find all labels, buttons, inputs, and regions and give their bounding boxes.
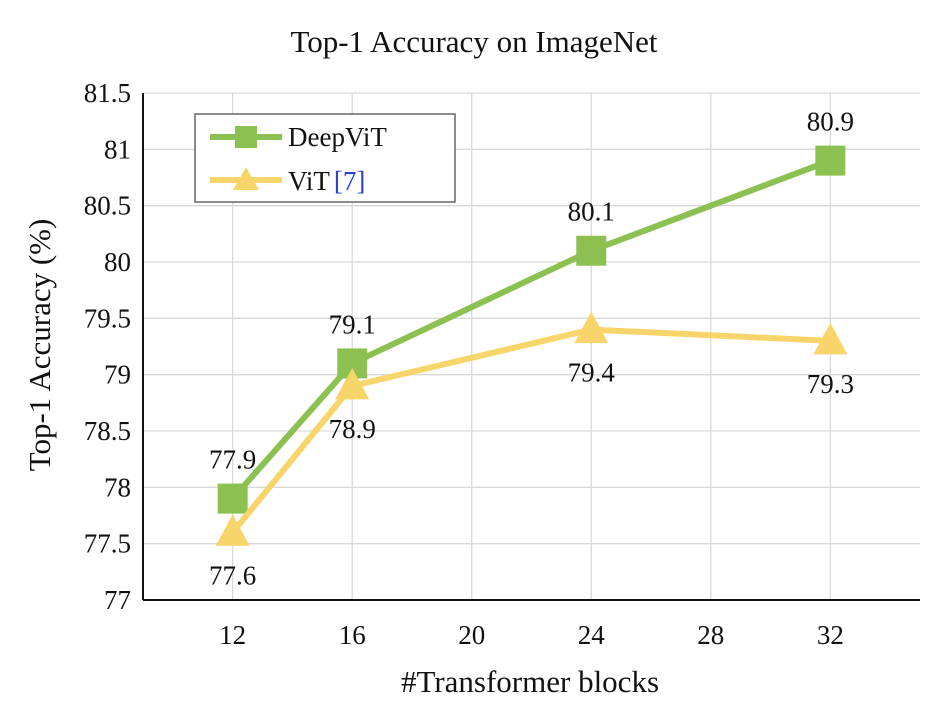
y-tick-label: 78.5 — [84, 416, 131, 446]
deepvit-data-label: 80.9 — [807, 107, 854, 137]
series — [215, 145, 848, 546]
axes — [142, 93, 920, 601]
x-axis-label: #Transformer blocks — [401, 664, 659, 699]
data-labels: 77.9 79.1 80.1 80.9 77.6 78.9 79.4 79.3 — [209, 107, 854, 591]
deepvit-data-label: 80.1 — [568, 197, 615, 227]
deepvit-data-label: 79.1 — [329, 309, 376, 339]
x-tick-label: 16 — [339, 620, 366, 650]
x-tick-labels: 12 16 20 24 28 32 — [219, 620, 844, 650]
y-tick-label: 80.5 — [84, 191, 131, 221]
vit-data-label: 78.9 — [329, 414, 376, 444]
y-tick-labels: 77 77.5 78 78.5 79 79.5 80 80.5 81 81.5 — [84, 78, 131, 615]
deepvit-point — [576, 235, 607, 266]
deepvit-series-line — [230, 157, 832, 501]
vit-point — [813, 322, 848, 355]
chart-title: Top-1 Accuracy on ImageNet — [290, 24, 657, 59]
deepvit-point — [815, 145, 846, 176]
vit-data-label: 77.6 — [209, 560, 256, 590]
vit-point — [335, 367, 370, 400]
vit-data-label: 79.3 — [807, 369, 854, 399]
legend-vit-name: ViT — [288, 166, 330, 196]
deepvit-data-label: 77.9 — [209, 445, 256, 475]
x-tick-label: 32 — [817, 620, 844, 650]
legend-vit-label: ViT [7] — [288, 166, 365, 196]
y-axis-label: Top-1 Accuracy (%) — [22, 219, 57, 472]
x-tick-label: 28 — [697, 620, 724, 650]
y-tick-label: 77 — [104, 585, 131, 615]
y-tick-label: 81.5 — [84, 78, 131, 108]
vit-series-line — [230, 326, 831, 535]
legend-vit-citation: [7] — [334, 166, 365, 196]
legend-vit-marker — [233, 167, 259, 190]
y-tick-label: 81 — [104, 134, 131, 164]
y-tick-label: 79 — [104, 360, 131, 390]
x-tick-label: 12 — [219, 620, 246, 650]
y-tick-label: 80 — [104, 247, 131, 277]
x-tick-label: 20 — [458, 620, 485, 650]
vit-data-label: 79.4 — [568, 358, 616, 388]
legend: DeepViT ViT [7] — [194, 113, 456, 203]
x-tick-label: 24 — [578, 620, 606, 650]
legend-deepvit-label: DeepViT — [288, 122, 387, 152]
y-tick-label: 79.5 — [84, 303, 131, 333]
deepvit-point — [217, 483, 248, 514]
y-tick-label: 78 — [104, 472, 131, 502]
vit-point — [215, 514, 250, 546]
y-tick-label: 77.5 — [84, 529, 131, 559]
legend-deepvit-marker — [235, 126, 257, 148]
vit-point — [574, 311, 609, 344]
